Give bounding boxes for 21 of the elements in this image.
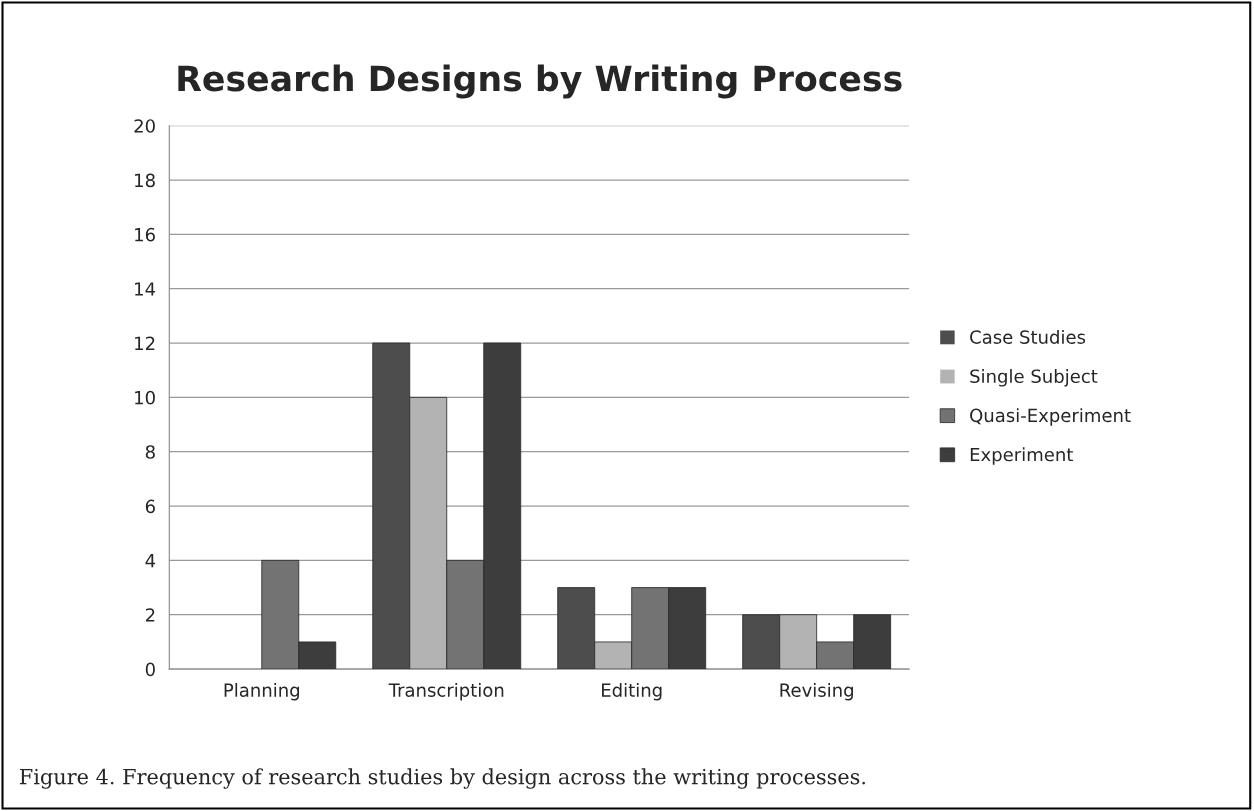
y-tick-label: 16 [135,227,155,242]
x-tick-label: Editing [602,682,662,701]
x-tick-label: Revising [780,682,853,701]
y-tick-label: 10 [135,390,155,405]
y-tick-label: 18 [135,173,155,188]
y-tick-label: 2 [145,608,155,622]
y-tick-label: 6 [145,499,155,514]
legend-label: Quasi-Experiment [970,408,1131,426]
chart-title: Research Designs by Writing Process [178,64,902,99]
x-tick-label: Transcription [388,682,504,701]
legend-label: Single Subject [970,369,1098,387]
x-tick-label: Planning [224,682,300,701]
legend-label: Experiment [970,447,1073,465]
y-tick-label: 4 [145,554,156,568]
y-tick-label: 20 [134,119,155,133]
caption: Figure 4. Frequency of research studies by design across the writing processes. [19,768,866,789]
y-tick-label: 8 [145,445,155,459]
legend-label: Case Studies [970,329,1086,344]
y-tick-label: 0 [145,662,155,677]
y-tick-label: 12 [135,336,155,350]
y-tick-label: 14 [135,282,156,296]
